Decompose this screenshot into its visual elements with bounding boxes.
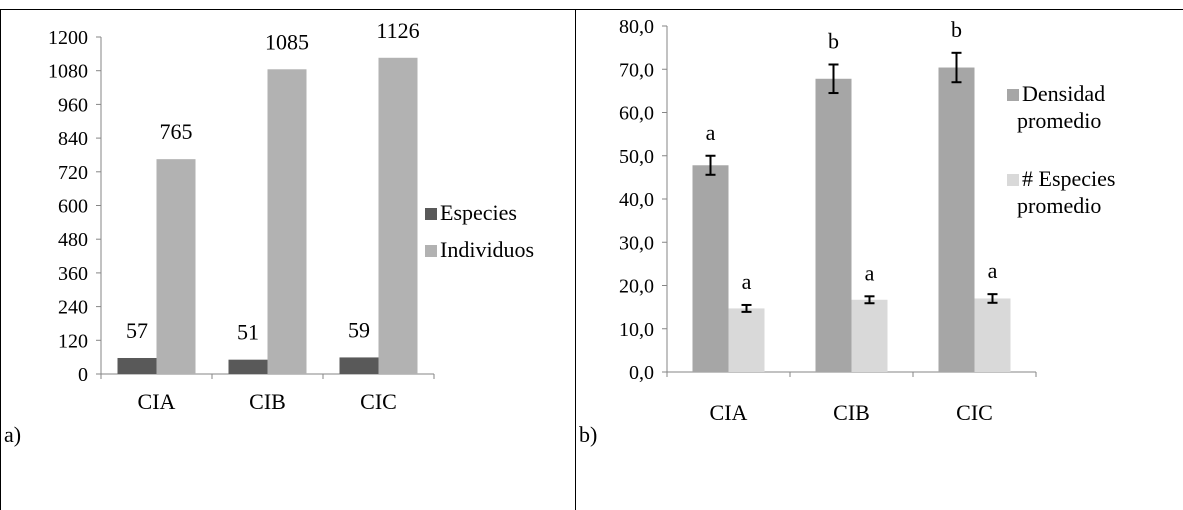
bar-individuos-cia — [156, 159, 196, 374]
y-tick-label: 60,0 — [619, 103, 654, 125]
bar-especies-cic — [339, 357, 379, 374]
y-tick-label: 0,0 — [629, 362, 654, 384]
bar-individuos-cic — [378, 57, 418, 374]
y-tick-label: 600 — [58, 196, 88, 218]
x-tick-label: CIA — [138, 389, 176, 414]
legend-label: Especies — [440, 200, 517, 225]
y-tick-label: 50,0 — [619, 146, 654, 168]
legend-label: promedio — [1017, 108, 1101, 133]
legend-label: promedio — [1017, 193, 1101, 218]
y-tick-label: 20,0 — [619, 276, 654, 298]
data-label: 1085 — [265, 29, 309, 54]
bar-individuos-cib — [267, 69, 307, 374]
data-label: 765 — [160, 119, 193, 144]
y-tick-label: 80,0 — [619, 16, 654, 38]
legend-label: # Especies — [1022, 166, 1115, 191]
significance-letter: a — [865, 260, 875, 285]
legend-label: Individuos — [440, 237, 534, 262]
significance-letter: a — [706, 120, 716, 145]
significance-letter: b — [951, 17, 962, 42]
y-tick-label: 960 — [58, 94, 88, 116]
bar-series1-cia — [692, 165, 729, 372]
y-tick-label: 1200 — [48, 27, 88, 49]
y-tick-label: 480 — [58, 229, 88, 251]
bar-especies-cib — [228, 359, 268, 374]
y-tick-label: 40,0 — [619, 189, 654, 211]
legend-label: Densidad — [1022, 81, 1105, 106]
y-tick-label: 10,0 — [619, 319, 654, 341]
y-tick-label: 30,0 — [619, 232, 654, 254]
legend-swatch — [1007, 174, 1019, 186]
bar-series1-cic — [938, 67, 975, 373]
significance-letter: b — [828, 28, 839, 53]
x-tick-label: CIA — [710, 400, 748, 425]
y-tick-label: 0 — [78, 364, 88, 386]
panel-b-label: b) — [579, 422, 597, 447]
chart-panel-b: 0,0 10,0 20,0 30,0 40,0 50,0 60,0 70,0 80,0 a a CIA… — [619, 16, 1115, 425]
data-label: 59 — [348, 317, 370, 342]
y-tick-label: 360 — [58, 263, 88, 285]
x-tick-label: CIC — [956, 400, 993, 425]
data-label: 57 — [126, 318, 148, 343]
y-tick-label: 720 — [58, 162, 88, 184]
y-tick-label: 840 — [58, 128, 88, 150]
panel-a-label: a) — [4, 422, 21, 447]
legend-swatch — [425, 208, 437, 220]
x-tick-label: CIB — [833, 400, 870, 425]
legend-swatch — [1007, 89, 1019, 101]
significance-letter: a — [742, 269, 752, 294]
bar-series1-cib — [815, 78, 852, 372]
legend-swatch — [425, 245, 437, 257]
chart-panel-a: 0 120 240 360 480 600 720 840 960 1080 1200 57 765 CI… — [48, 18, 534, 414]
bar-series2-cic — [974, 298, 1011, 372]
significance-letter: a — [988, 258, 998, 283]
bar-especies-cia — [117, 357, 157, 374]
y-tick-label: 70,0 — [619, 59, 654, 81]
x-tick-label: CIB — [249, 389, 286, 414]
y-tick-label: 240 — [58, 297, 88, 319]
y-tick-label: 1080 — [48, 61, 88, 83]
y-tick-label: 120 — [58, 330, 88, 352]
data-label: 51 — [237, 320, 259, 345]
x-tick-label: CIC — [360, 389, 397, 414]
data-label: 1126 — [376, 18, 419, 43]
bar-series2-cia — [728, 308, 765, 372]
bar-series2-cib — [851, 299, 888, 372]
